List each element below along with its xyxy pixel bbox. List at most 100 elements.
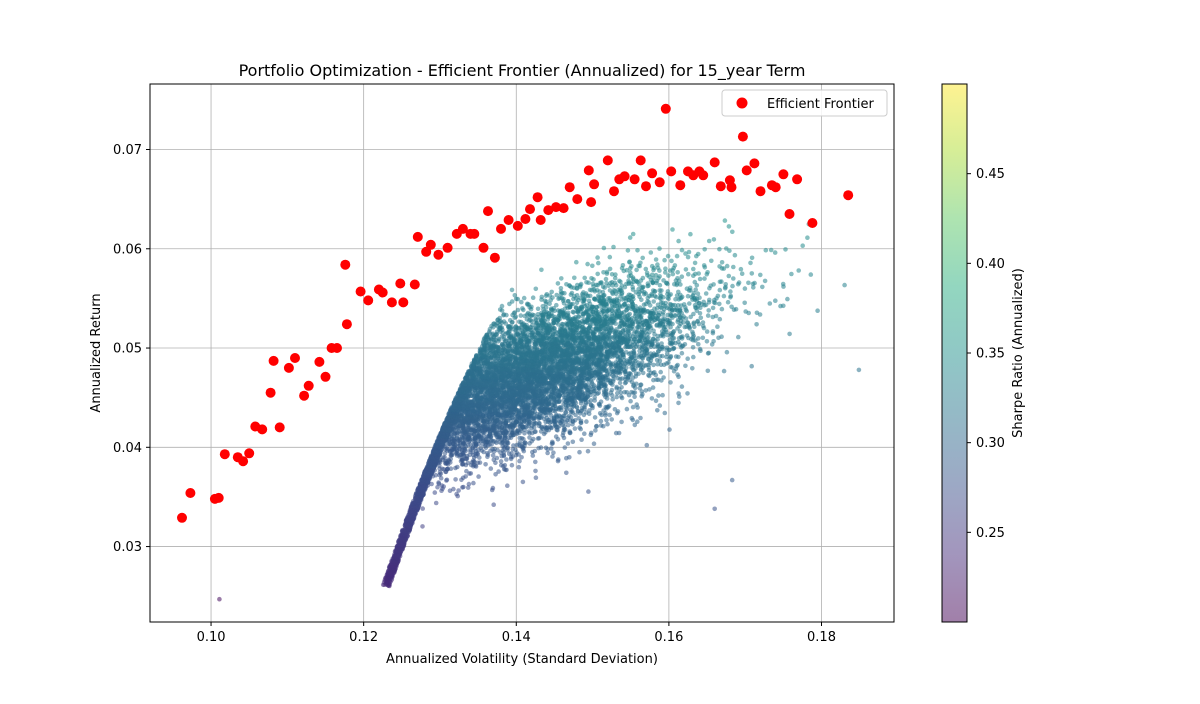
portfolio-point <box>478 460 483 465</box>
portfolio-point <box>467 482 472 487</box>
portfolio-point <box>483 462 488 467</box>
portfolio-point <box>420 506 425 511</box>
portfolio-point <box>712 507 717 512</box>
portfolio-point <box>550 454 555 459</box>
portfolio-point <box>434 501 439 506</box>
portfolio-point <box>661 375 666 380</box>
portfolio-point <box>658 403 663 408</box>
portfolio-point <box>551 450 556 455</box>
portfolio-point <box>582 431 587 436</box>
portfolio-point <box>469 471 474 476</box>
portfolio-point <box>577 425 582 430</box>
portfolio-point <box>433 490 438 495</box>
portfolio-point <box>537 436 542 441</box>
portfolio-point <box>449 466 454 471</box>
portfolio-point <box>533 429 538 434</box>
portfolio-point <box>607 404 612 409</box>
portfolio-point <box>492 447 497 452</box>
portfolio-point <box>489 466 494 471</box>
portfolio-point <box>630 416 635 421</box>
portfolio-point <box>629 390 634 395</box>
portfolio-point <box>556 457 561 462</box>
portfolio-point <box>491 453 496 458</box>
portfolio-point <box>533 460 538 465</box>
portfolio-point <box>476 474 481 479</box>
portfolio-point <box>571 440 576 445</box>
portfolio-point <box>537 421 542 426</box>
portfolio-point <box>455 465 460 470</box>
portfolio-point <box>518 440 523 445</box>
portfolio-point <box>599 399 604 404</box>
portfolio-point <box>605 422 610 427</box>
portfolio-point <box>614 395 619 400</box>
portfolio-point <box>567 455 572 460</box>
portfolio-point <box>613 407 618 412</box>
portfolio-point <box>651 385 656 390</box>
portfolio-point <box>599 423 604 428</box>
portfolio-point <box>645 443 650 448</box>
portfolio-point <box>730 478 735 483</box>
portfolio-point <box>592 441 597 446</box>
portfolio-point <box>461 485 466 490</box>
portfolio-point <box>554 434 559 439</box>
portfolio-point <box>589 431 594 436</box>
portfolio-point <box>567 429 572 434</box>
portfolio-point <box>656 393 661 398</box>
portfolio-point <box>471 481 476 486</box>
portfolio-point <box>667 427 672 432</box>
portfolio-point <box>566 441 571 446</box>
portfolio-point <box>604 418 609 423</box>
portfolio-point <box>577 450 582 455</box>
portfolio-point <box>619 420 624 425</box>
portfolio-point <box>550 440 555 445</box>
portfolio-point <box>503 463 508 468</box>
portfolio-point <box>618 381 623 386</box>
portfolio-point <box>533 449 538 454</box>
portfolio-point <box>660 393 665 398</box>
portfolio-point <box>521 480 526 485</box>
portfolio-point <box>655 408 660 413</box>
portfolio-point <box>599 419 604 424</box>
portfolio-point <box>547 425 552 430</box>
portfolio-point <box>579 437 584 442</box>
portfolio-point <box>491 486 496 491</box>
portfolio-point <box>549 446 554 451</box>
portfolio-point <box>632 395 637 400</box>
portfolio-point <box>685 391 690 396</box>
portfolio-point <box>586 449 591 454</box>
portfolio-point <box>634 402 639 407</box>
portfolio-point <box>593 415 598 420</box>
portfolio-point <box>499 459 504 464</box>
portfolio-point <box>650 396 655 401</box>
chart-title: Portfolio Optimization - Efficient Front… <box>239 61 806 81</box>
portfolio-point <box>539 445 544 450</box>
portfolio-point <box>628 399 633 404</box>
portfolio-point <box>436 480 441 485</box>
portfolio-point <box>609 417 614 422</box>
portfolio-point <box>496 469 501 474</box>
portfolio-point <box>505 483 510 488</box>
portfolio-point <box>510 463 515 468</box>
portfolio-point <box>614 385 619 390</box>
portfolio-point <box>654 377 659 382</box>
portfolio-point <box>517 436 522 441</box>
portfolio-point <box>625 407 630 412</box>
portfolio-point <box>544 446 549 451</box>
portfolio-point <box>619 385 624 390</box>
portfolio-point <box>607 413 612 418</box>
portfolio-point <box>495 456 500 461</box>
portfolio-point <box>517 465 522 470</box>
portfolio-point <box>638 416 643 421</box>
portfolio-point <box>593 428 598 433</box>
portfolio-point <box>680 384 685 389</box>
portfolio-point <box>534 475 539 480</box>
portfolio-point <box>663 411 668 416</box>
portfolio-point <box>668 380 673 385</box>
portfolio-point <box>610 397 615 402</box>
portfolio-point <box>543 424 548 429</box>
portfolio-point <box>445 478 450 483</box>
portfolio-point <box>217 597 222 602</box>
portfolio-point <box>654 399 659 404</box>
